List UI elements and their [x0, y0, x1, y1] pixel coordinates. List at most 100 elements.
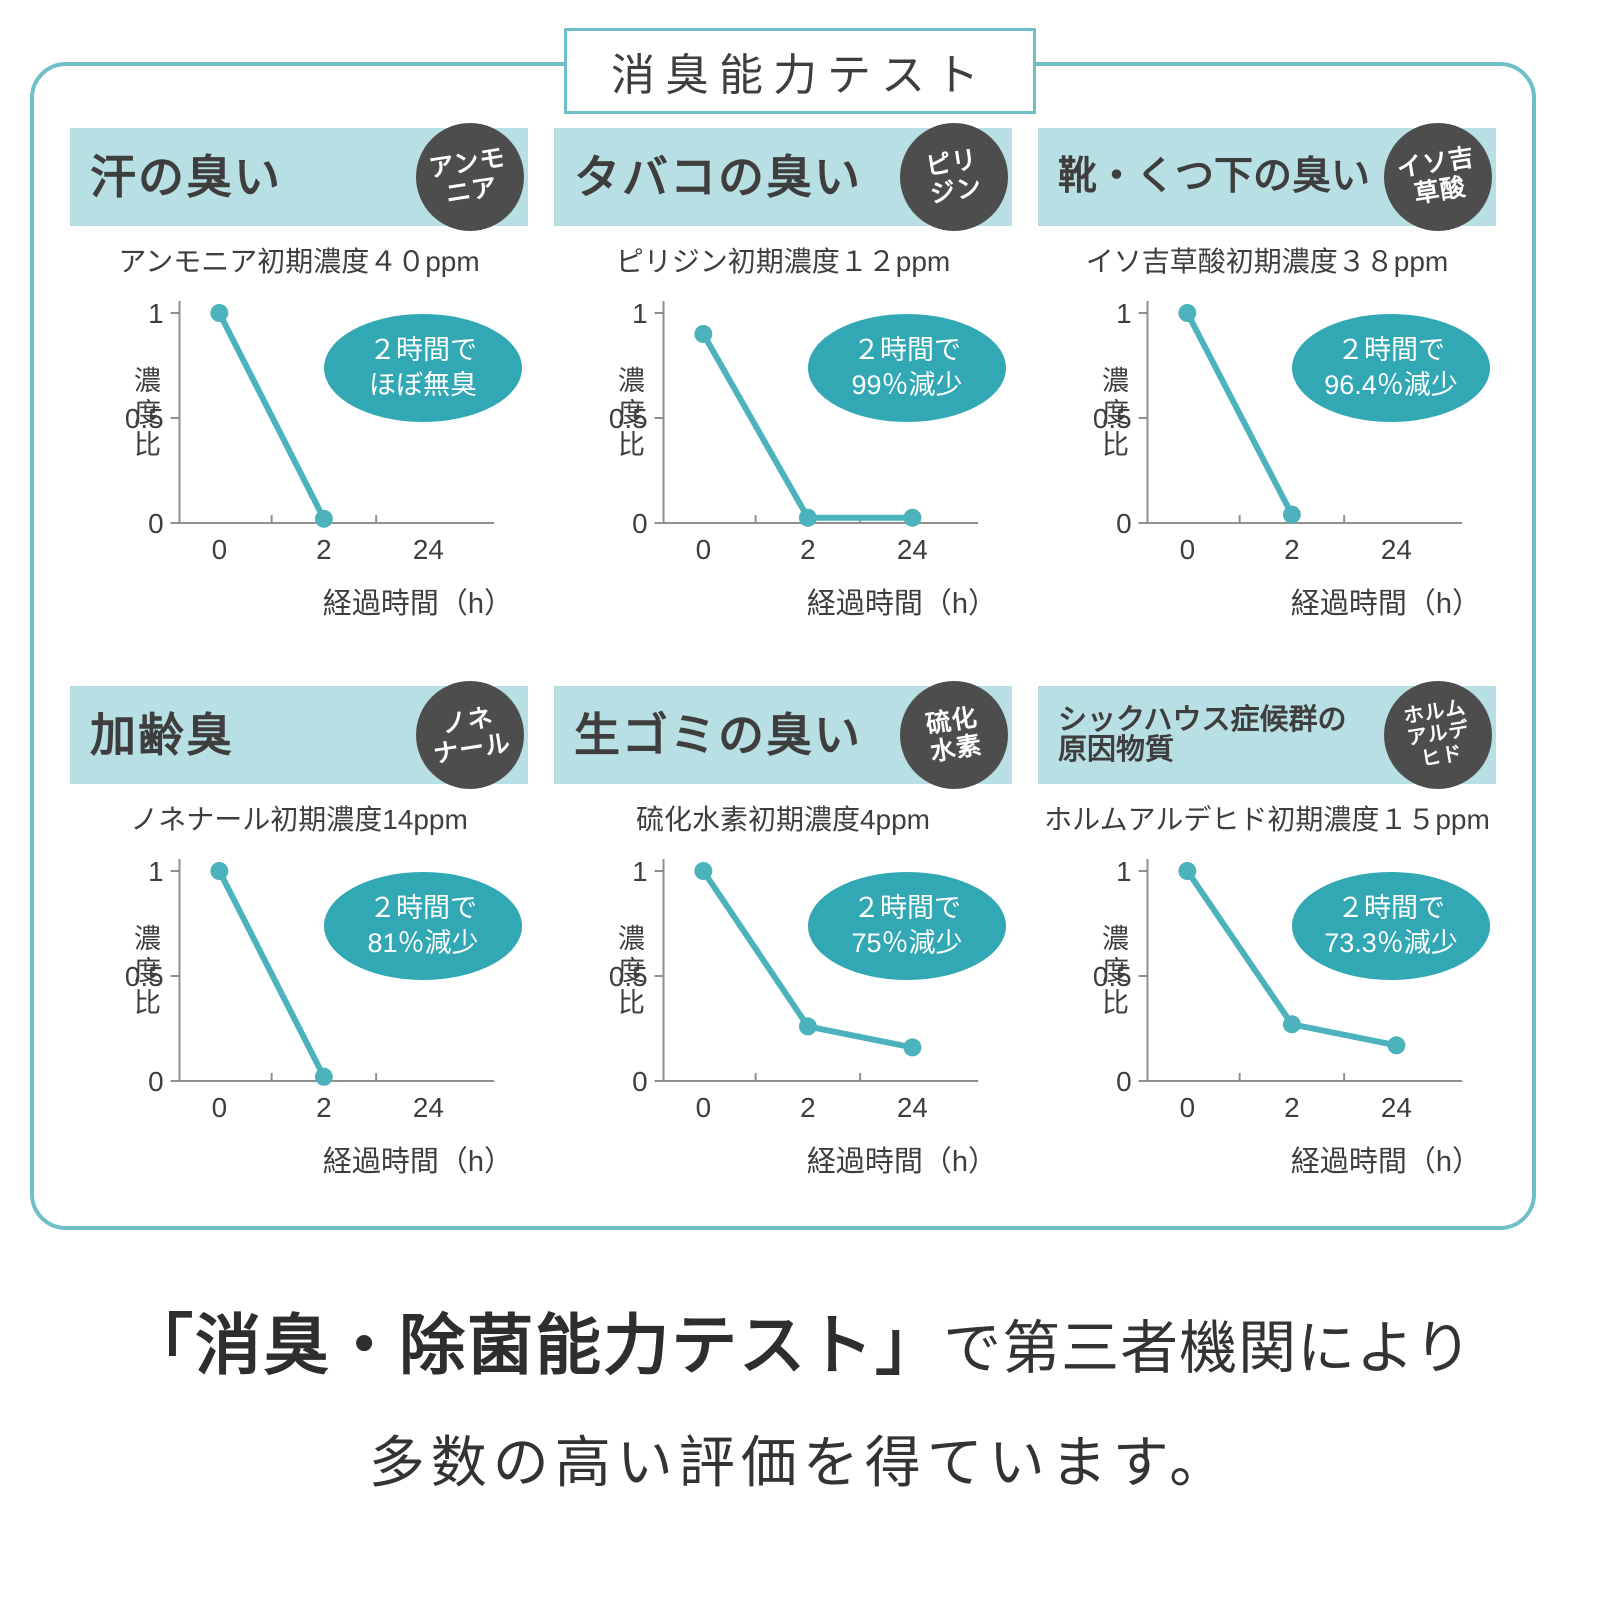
- panel-title-line: 原因物質: [1058, 734, 1175, 766]
- y-axis-label: 濃度比: [130, 366, 160, 462]
- y-axis-label: 濃度比: [1098, 366, 1128, 462]
- panel-title: シックハウス症候群の 原因物質: [1058, 704, 1347, 766]
- odor-source-badge: イソ吉 草酸: [1384, 123, 1492, 231]
- callout-line: ２時間で: [853, 334, 961, 365]
- data-point: [694, 325, 713, 343]
- odor-source-badge: アンモ ニア: [416, 123, 524, 231]
- result-callout: ２時間で 96.4％減少: [1292, 314, 1490, 422]
- callout-line: 75％減少: [851, 928, 963, 958]
- callout-line: ２時間で: [853, 892, 961, 923]
- odor-source-badge: ホルム アルデ ヒド: [1384, 681, 1492, 789]
- line-chart-svg: 1 0.5 0 0 2 24: [125, 298, 495, 565]
- callout-line: ほぼ無臭: [369, 370, 477, 400]
- x-tick-label: 0: [696, 534, 711, 565]
- panel-title: 生ゴミの臭い: [574, 708, 862, 761]
- x-tick-label: 2: [1284, 1092, 1299, 1123]
- x-tick-label: 2: [800, 534, 815, 565]
- data-series-line: [1184, 310, 1295, 518]
- y-tick-label: 1: [1116, 298, 1131, 329]
- panel-header: 汗の臭い アンモ ニア: [70, 123, 528, 231]
- panel-title: タバコの臭い: [574, 150, 862, 203]
- result-callout: ２時間で 73.3％減少: [1292, 872, 1490, 980]
- callout-line: 96.4％減少: [1324, 370, 1458, 400]
- y-tick-label: 1: [632, 298, 647, 329]
- y-tick-label: 0: [632, 1066, 647, 1097]
- x-axis-label: 経過時間（h）: [806, 1146, 998, 1178]
- panel-header: シックハウス症候群の 原因物質 ホルム アルデ ヒド: [1038, 681, 1496, 789]
- panel-title: 汗の臭い: [90, 150, 282, 203]
- x-axis-label: 経過時間（h）: [322, 1146, 514, 1178]
- callout-line: 99％減少: [851, 370, 963, 400]
- y-tick-label: 1: [148, 298, 163, 329]
- y-tick-label: 0: [1116, 1066, 1131, 1097]
- initial-concentration-label: ホルムアルデヒド初期濃度１５ppm: [1044, 804, 1490, 835]
- axes: [1138, 859, 1463, 1082]
- x-tick-label: 0: [1180, 1092, 1195, 1123]
- panel-title: 靴・くつ下の臭い: [1058, 154, 1371, 198]
- data-point: [903, 508, 922, 527]
- data-point: [1282, 505, 1301, 524]
- callout-line: ２時間で: [369, 892, 477, 923]
- data-point: [210, 304, 229, 322]
- footer-line2: 多数の高い評価を得ています。: [368, 1431, 1232, 1494]
- data-point: [314, 1067, 333, 1086]
- odor-source-badge: 硫化 水素: [900, 681, 1008, 789]
- line-chart-svg: 1 0.5 0 0 2 24: [609, 856, 979, 1123]
- panel-tobacco-odor: タバコの臭い ピリ ジン ピリジン初期濃度１２ppm 1 0.5 0 0 2 24 濃度比…: [554, 123, 1012, 622]
- axes: [170, 859, 495, 1082]
- y-axis-label: 濃度比: [614, 366, 644, 462]
- result-callout: ２時間で 75％減少: [808, 872, 1006, 980]
- line-chart-svg: 1 0.5 0 0 2 24: [1093, 856, 1463, 1123]
- page-title: 消臭能力テスト: [564, 28, 1036, 114]
- axes: [1138, 301, 1463, 524]
- callout-line: ２時間で: [369, 334, 477, 365]
- y-tick-label: 0.5: [609, 961, 648, 992]
- footer-line1-rest: で第三者機関により: [943, 1316, 1473, 1381]
- data-series-line: [216, 868, 327, 1080]
- x-axis-label: 経過時間（h）: [1290, 1146, 1482, 1178]
- x-tick-label: 0: [212, 534, 227, 565]
- footer-claim: 「消臭・除菌能力テスト」で第三者機関により 多数の高い評価を得ています。: [0, 1292, 1600, 1499]
- axes: [170, 301, 495, 524]
- data-point: [1178, 862, 1197, 880]
- y-tick-label: 0: [148, 1066, 163, 1097]
- line-chart-svg: 1 0.5 0 0 2 24: [609, 298, 979, 565]
- y-tick-label: 1: [632, 856, 647, 887]
- line-chart: 1 0.5 0 0 2 24 濃度比 ２時間で 81％減少: [70, 836, 528, 1136]
- x-axis-label: 経過時間（h）: [806, 588, 998, 620]
- x-tick-label: 24: [413, 1092, 444, 1123]
- panel-sick-house-substance: シックハウス症候群の 原因物質 ホルム アルデ ヒド ホルムアルデヒド初期濃度１…: [1038, 681, 1496, 1180]
- y-tick-label: 0.5: [609, 403, 648, 434]
- x-tick-label: 24: [1381, 1092, 1412, 1123]
- y-tick-label: 1: [1116, 856, 1131, 887]
- y-tick-label: 0.5: [125, 403, 164, 434]
- data-point: [903, 1038, 922, 1057]
- test-results-frame: [30, 62, 1536, 1230]
- data-point: [1387, 1036, 1406, 1055]
- axes: [654, 301, 979, 524]
- line-chart: 1 0.5 0 0 2 24 濃度比 ２時間で 73.3％減少: [1038, 836, 1496, 1136]
- data-point: [1178, 304, 1197, 322]
- callout-line: ２時間で: [1337, 892, 1445, 923]
- x-axis-label: 経過時間（h）: [1290, 588, 1482, 620]
- panel-garbage-odor: 生ゴミの臭い 硫化 水素 硫化水素初期濃度4ppm 1 0.5 0 0 2 24 濃度比 …: [554, 681, 1012, 1180]
- panel-header: 加齢臭 ノネ ナール: [70, 681, 528, 789]
- line-chart-svg: 1 0.5 0 0 2 24: [125, 856, 495, 1123]
- y-axis-label: 濃度比: [130, 924, 160, 1020]
- data-point: [1282, 1015, 1301, 1034]
- initial-concentration-label: イソ吉草酸初期濃度３８ppm: [1085, 246, 1449, 277]
- x-tick-label: 0: [212, 1092, 227, 1123]
- callout-line: 81％減少: [367, 928, 479, 958]
- initial-concentration-label: アンモニア初期濃度４０ppm: [118, 246, 480, 277]
- y-tick-label: 0: [1116, 508, 1131, 539]
- initial-concentration-label: ノネナール初期濃度14ppm: [130, 804, 468, 835]
- callout-line: ２時間で: [1337, 334, 1445, 365]
- panel-shoe-sock-odor: 靴・くつ下の臭い イソ吉 草酸 イソ吉草酸初期濃度３８ppm 1 0.5 0 0 2 24…: [1038, 123, 1496, 622]
- data-point: [694, 862, 713, 880]
- y-tick-label: 0: [632, 508, 647, 539]
- y-tick-label: 0: [148, 508, 163, 539]
- x-tick-label: 24: [413, 534, 444, 565]
- line-chart: 1 0.5 0 0 2 24 濃度比 ２時間で 75％減少: [554, 836, 1012, 1136]
- panel-title: 加齢臭: [90, 708, 234, 761]
